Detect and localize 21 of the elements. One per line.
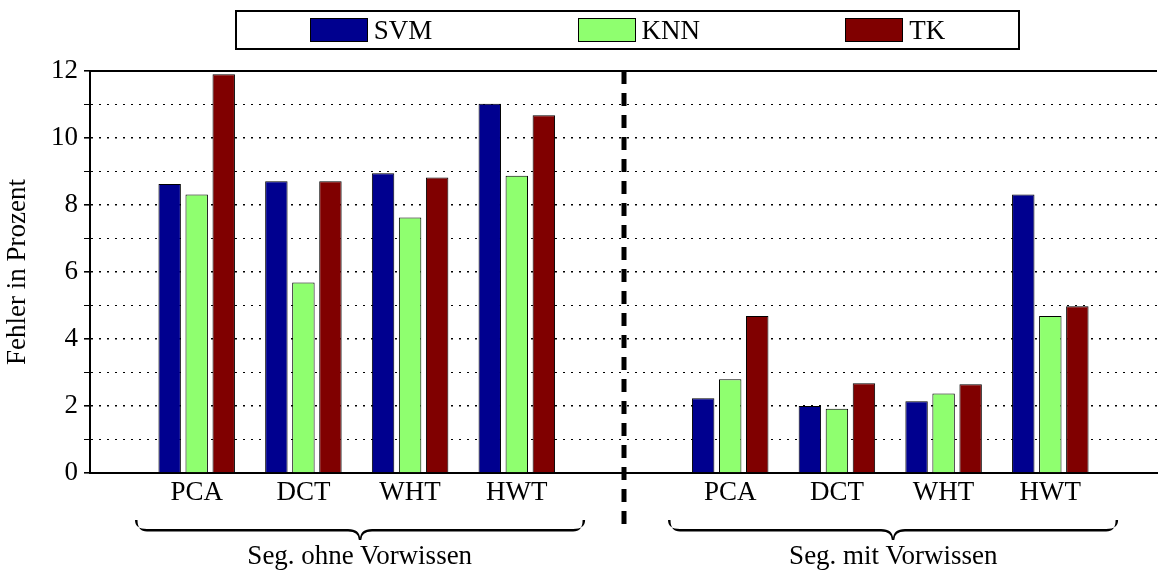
x-tick-label: PCA bbox=[703, 476, 757, 507]
y-tick-label: 6 bbox=[64, 255, 78, 286]
x-tick-label: DCT bbox=[276, 476, 331, 507]
y-tick-label: 4 bbox=[64, 322, 79, 353]
y-tick-label: 12 bbox=[51, 54, 78, 85]
y-tick-label: 2 bbox=[64, 389, 78, 420]
x-tick-label: HWT bbox=[486, 476, 549, 507]
legend-label: SVM bbox=[373, 14, 433, 46]
y-axis-title: Fehler in Prozent bbox=[1, 178, 32, 365]
text: Seg. mit Vorwissen bbox=[789, 540, 998, 571]
text: Seg. ohne Vorwissen bbox=[247, 540, 473, 571]
y-tick-label: 0 bbox=[64, 456, 78, 487]
x-tick-label: PCA bbox=[170, 476, 224, 507]
x-tick-label: WHT bbox=[912, 476, 975, 507]
legend-label: TK bbox=[909, 14, 946, 46]
y-tick-label: 8 bbox=[64, 188, 78, 219]
x-tick-label: HWT bbox=[1019, 476, 1082, 507]
y-tick-label: 10 bbox=[51, 121, 78, 152]
legend-label: KNN bbox=[641, 14, 700, 46]
x-tick-label: WHT bbox=[379, 476, 442, 507]
x-tick-label: DCT bbox=[809, 476, 865, 507]
